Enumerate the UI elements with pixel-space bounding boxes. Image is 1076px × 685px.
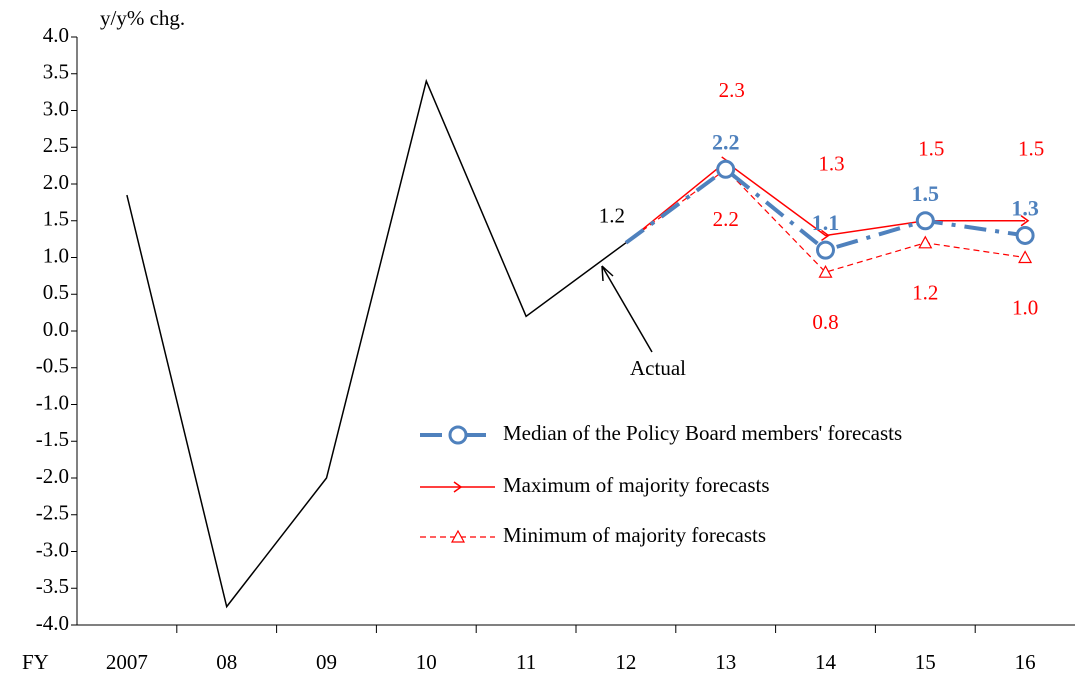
annotation: Actual [630,356,686,380]
y-tick-label: 0.0 [43,317,69,341]
x-tick-label: 10 [416,650,437,674]
y-tick-label: 2.5 [43,133,69,157]
y-tick-label: -1.5 [36,427,69,451]
x-tick-label: 15 [915,650,936,674]
marker [1020,215,1030,227]
marker [818,264,833,278]
x-tick-label: 16 [1015,650,1036,674]
series-line [126,78,627,609]
data-label: 1.3 [1011,195,1039,220]
marker [915,211,935,231]
y-tick-label: 0.5 [43,280,69,304]
y-tick-label: 1.0 [43,243,69,267]
y-tick-label: -3.5 [36,574,69,598]
marker [816,240,835,260]
marker [1015,225,1035,245]
data-label: 2.2 [712,129,740,154]
series-line [625,168,1026,273]
data-label: 1.5 [918,137,944,161]
legend-label: Maximum of majority forecasts [503,473,770,497]
data-label: 1.5 [1018,137,1044,161]
x-tick-label: 13 [715,650,736,674]
legend-marker [453,481,463,493]
y-tick-label: 3.5 [43,60,69,84]
y-tick-label: -2.5 [36,501,69,525]
data-label: 1.1 [812,210,840,235]
legend-label: Median of the Policy Board members' fore… [503,421,902,445]
data-label: 0.8 [812,310,838,334]
y-tick-label: -1.0 [36,390,69,414]
marker [821,229,830,242]
y-axis-label: y/y% chg. [100,6,185,30]
series-line [625,161,1026,244]
x-tick-label: 11 [516,650,536,674]
y-tick-label: 3.0 [43,96,69,120]
marker [918,235,933,249]
data-label: 1.5 [912,181,940,206]
x-tick-label: 08 [216,650,237,674]
marker [716,159,736,179]
x-tick-label: 09 [316,650,337,674]
legend-marker [448,425,468,445]
x-axis-prefix: FY [22,650,49,674]
x-tick-label: 12 [615,650,636,674]
legend-marker [450,529,466,543]
data-label: 1.2 [912,281,938,305]
x-tick-label: 14 [815,650,837,674]
data-label: 2.2 [713,207,739,231]
data-label: 1.2 [599,204,625,228]
y-tick-label: 1.5 [43,207,69,231]
y-tick-label: -4.0 [36,611,69,635]
y-tick-label: 4.0 [43,23,69,47]
data-label: 1.3 [818,151,844,175]
data-label: 1.0 [1012,295,1038,319]
y-tick-label: -2.0 [36,464,69,488]
y-tick-label: -3.0 [36,537,69,561]
y-tick-label: 2.0 [43,170,69,194]
annotation-arrow [601,265,653,353]
x-tick-label: 2007 [106,650,148,674]
y-tick-label: -0.5 [36,354,69,378]
data-label: 2.3 [719,78,745,102]
legend-label: Minimum of majority forecasts [503,523,766,547]
marker [1018,250,1033,264]
annotation-arrowhead [601,265,614,282]
